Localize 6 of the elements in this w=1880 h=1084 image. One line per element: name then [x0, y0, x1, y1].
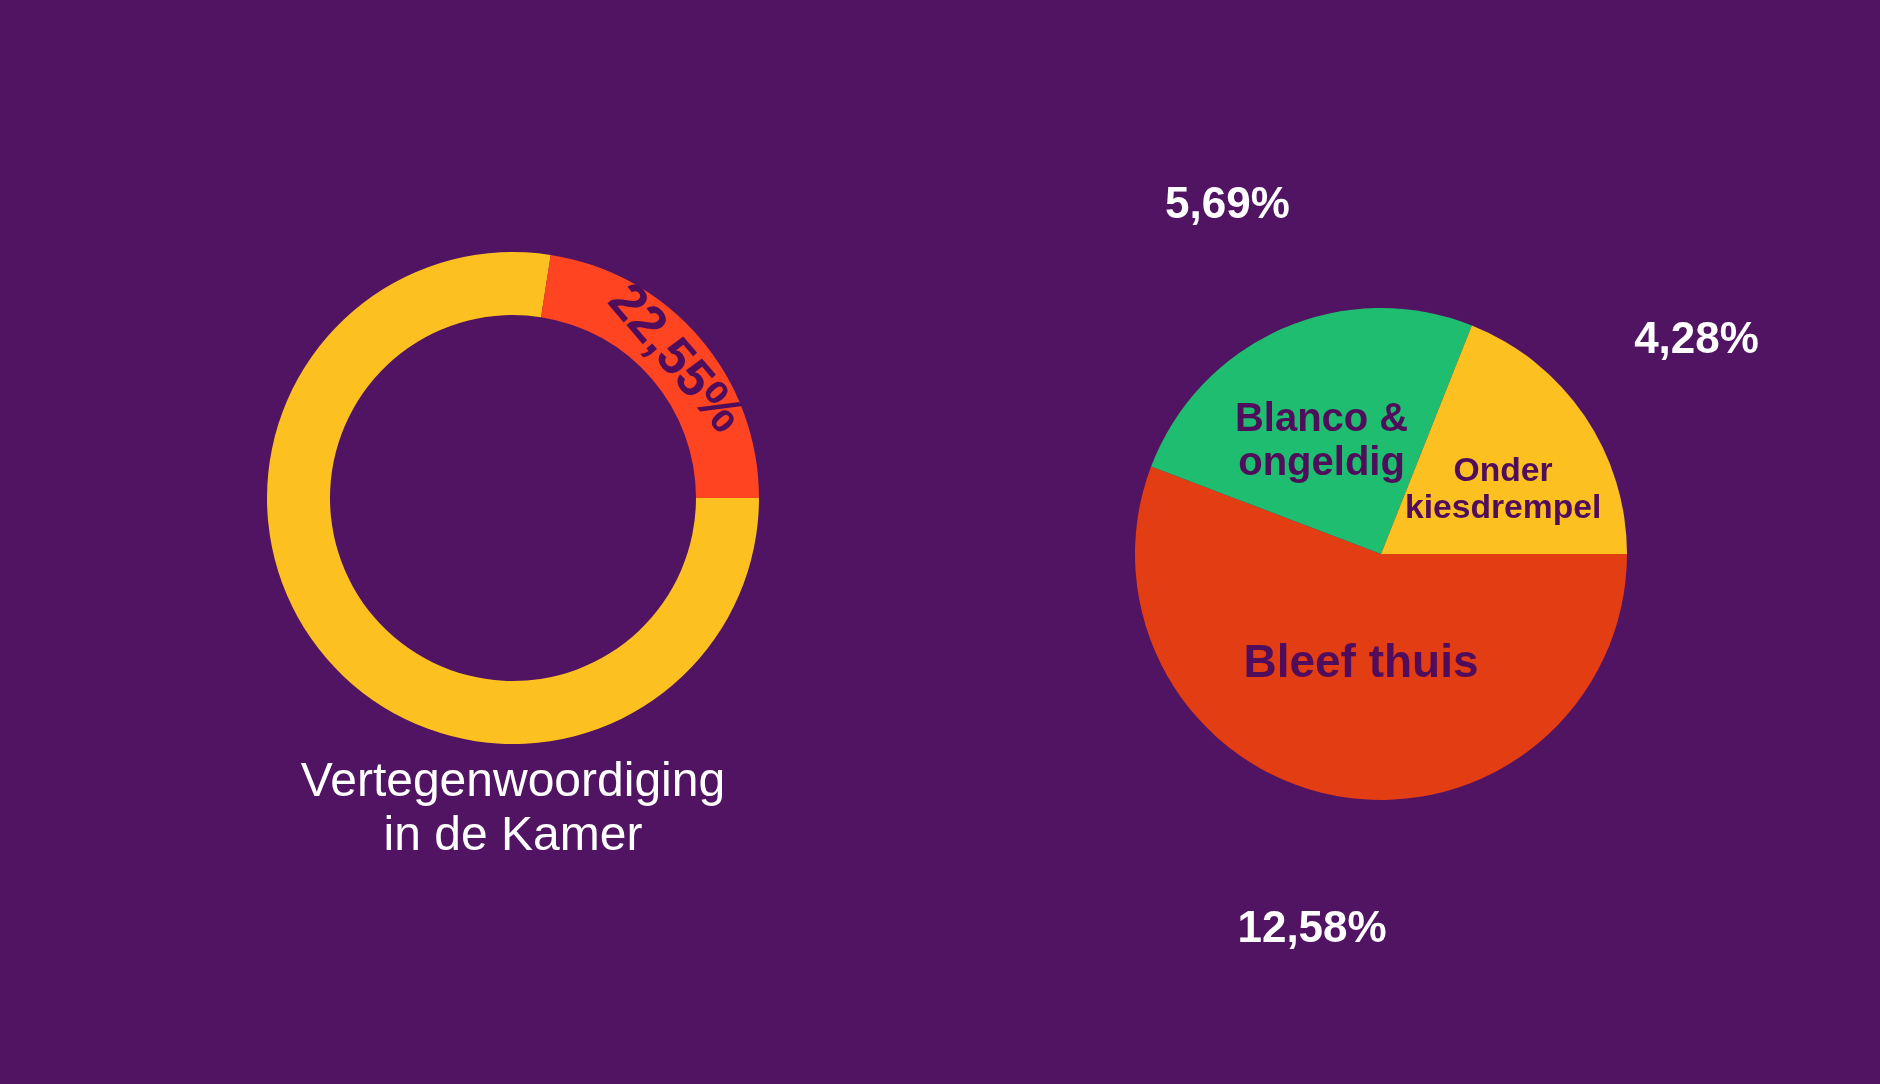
slice-label: Bleef thuis [1243, 634, 1479, 687]
data-label: 12,58% [1237, 902, 1387, 952]
donut-slice [267, 252, 759, 744]
data-label: 5,69% [1165, 177, 1290, 227]
text: Vertegenwoordiging in de Kamer [300, 753, 726, 860]
data-label: 4,28% [1634, 312, 1759, 362]
